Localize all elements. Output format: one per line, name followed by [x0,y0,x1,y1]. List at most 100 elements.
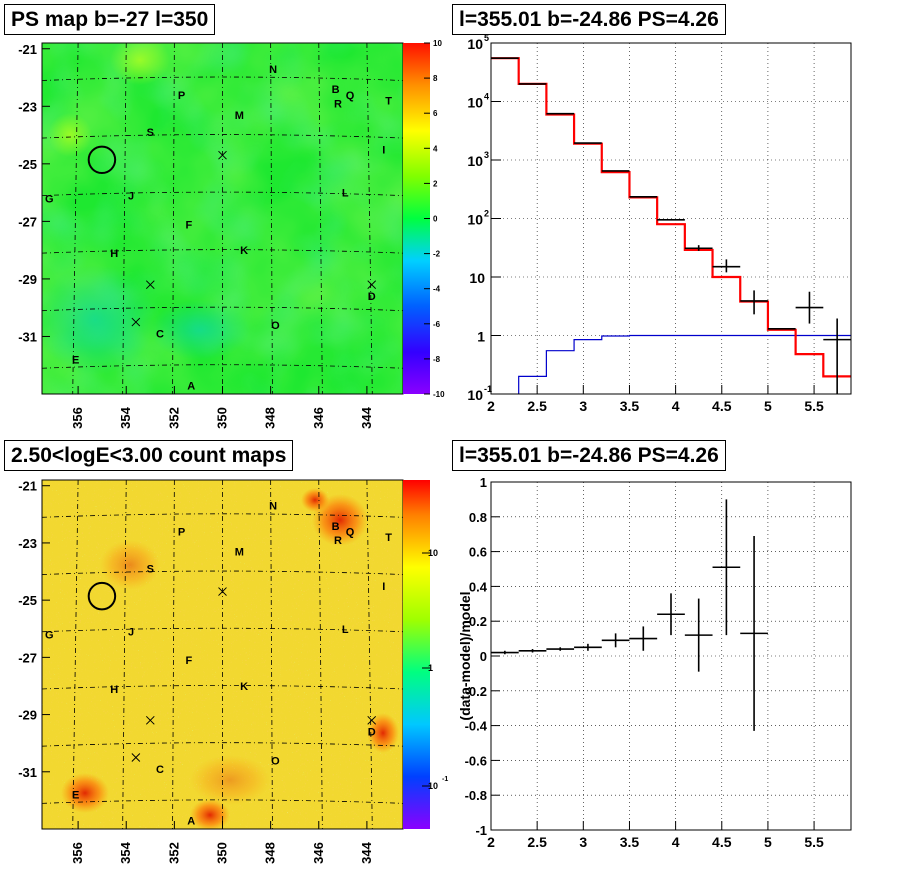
x-tick-label: 4.5 [712,834,732,850]
y-tick-label: -23 [18,99,37,114]
source-label: K [240,681,248,693]
count-map-colorbar-ticks: 10 1 10 -1 [422,548,448,791]
spectrum-grid [490,43,851,394]
source-label: O [271,755,280,767]
x-tick-label: 354 [118,841,133,863]
source-label: C [156,329,164,341]
x-tick-label: 3.5 [620,834,640,850]
residual-data-point [657,593,685,636]
y-tick-label: -31 [18,765,37,780]
x-tick-label: 352 [166,407,181,429]
y-tick-label: -29 [18,272,37,287]
colorbar-tick-label: 10 [428,781,438,791]
colorbar-tick-label: 2 [433,179,438,188]
residual-grid [490,481,851,831]
colorbar-tick-label: 10 [433,39,442,48]
x-tick-label: 2 [487,398,495,414]
colorbar-tick-label: -2 [433,250,441,259]
source-label: P [178,526,185,538]
residual-axes: 2 2.5 3 3.5 4 4.5 5 5.5 1 0.8 0.6 0.4 0.2 0 -0.2 -0.4 -0… [465,475,824,850]
source-label: D [368,291,376,303]
colorbar-tick-label: 10 [428,548,438,558]
y-tick-label: -0.4 [465,719,488,734]
x-tick-label: 3.5 [620,398,640,414]
grid-line-latitude [41,685,404,690]
spectrum-component-line [518,334,851,394]
y-tick-label: -25 [18,593,37,608]
cross-marker [131,317,141,327]
colorbar-tick-label: -8 [433,355,441,364]
grid-line-latitude [41,249,404,254]
y-tick-label: -23 [18,536,37,551]
colorbar-tick-label: 1 [428,663,433,673]
x-tick-label: 5 [764,398,772,414]
cross-marker [131,753,141,762]
x-tick-label: 4 [672,834,680,850]
x-tick-label: 4.5 [712,398,732,414]
residual-data-point [574,643,602,651]
y-tick-label: -0.2 [465,684,487,699]
y-tick-label: -0.8 [465,788,487,803]
source-label: I [382,144,385,156]
source-label: J [128,627,134,639]
grid-line-latitude [41,306,404,312]
cross-marker [145,715,155,725]
source-label: I [382,581,385,593]
cross-marker [145,280,155,290]
x-tick-label: 356 [70,842,85,864]
y-tick-exponent: 3 [484,150,489,160]
grid-line-longitude [172,479,175,830]
residual-data-point [491,650,519,655]
residual-ylabel: (data-model)/model [457,591,473,720]
point-source-circle [87,145,117,175]
x-tick-label: 4 [672,398,680,414]
source-label: B [332,521,340,533]
y-tick-exponent: -1 [484,384,492,394]
y-tick-exponent: 4 [484,92,489,102]
y-tick-label: -21 [18,479,37,494]
ps-map-axes: 356 354 352 350 348 346 344 -21 -23 -25 -27 -29 -31 [18,42,374,429]
source-label: A [187,380,195,392]
x-tick-label: 3 [579,398,587,414]
residual-data-point [546,647,575,651]
grid-line-longitude [270,42,273,395]
residual-panel: 2 2.5 3 3.5 4 4.5 5 5.5 1 0.8 0.6 0.4 0.2 0 -0.2 -0.4 -0… [457,475,852,850]
y-tick-label: -21 [18,42,37,57]
x-tick-label: 2.5 [527,398,547,414]
ps-map-overlay: N B Q T R P M S I L G J F K H D O C E A [45,64,392,392]
point-source-circle [87,581,117,611]
count-map-colorbar [403,480,430,829]
grid-line-longitude [172,42,175,395]
y-tick-label: 10 [467,387,483,403]
colorbar-tick-label: 6 [433,109,438,118]
grid-line-longitude [318,42,323,395]
cross-marker [218,150,227,160]
grid-line-latitude [41,134,404,139]
y-tick-exponent: 2 [484,209,489,219]
spectrum-model-line [491,57,851,378]
y-tick-label: 0.4 [469,579,488,594]
spectrum-data-points [491,57,851,394]
x-tick-label: 344 [359,406,374,428]
source-label: B [332,84,340,96]
source-label: K [240,245,248,257]
y-tick-label: -25 [18,157,37,172]
ps-map-colorbar-ticks: 10 8 6 4 2 0 -2 -4 -6 -8 -10 [424,39,445,399]
colorbar-tick-label: 8 [433,74,438,83]
grid-line-longitude [122,42,127,395]
y-tick-label: 1 [480,475,487,490]
y-tick-label: -31 [18,329,37,344]
y-tick-label: -1 [475,823,487,838]
source-label: Q [346,526,355,538]
grid-line-longitude [122,479,127,830]
spectrum-data-point [823,318,851,394]
residual-title: l=355.01 b=-24.86 PS=4.26 [452,440,726,471]
count-map-overlay: N B Q T R P M S I L G J F K H D O C E A [45,501,392,828]
x-tick-label: 354 [118,406,133,428]
y-tick-label: -27 [18,214,37,229]
source-label: S [147,127,154,139]
x-tick-label: 346 [311,407,326,429]
source-label: R [334,535,342,547]
x-tick-label: 2 [487,834,495,850]
